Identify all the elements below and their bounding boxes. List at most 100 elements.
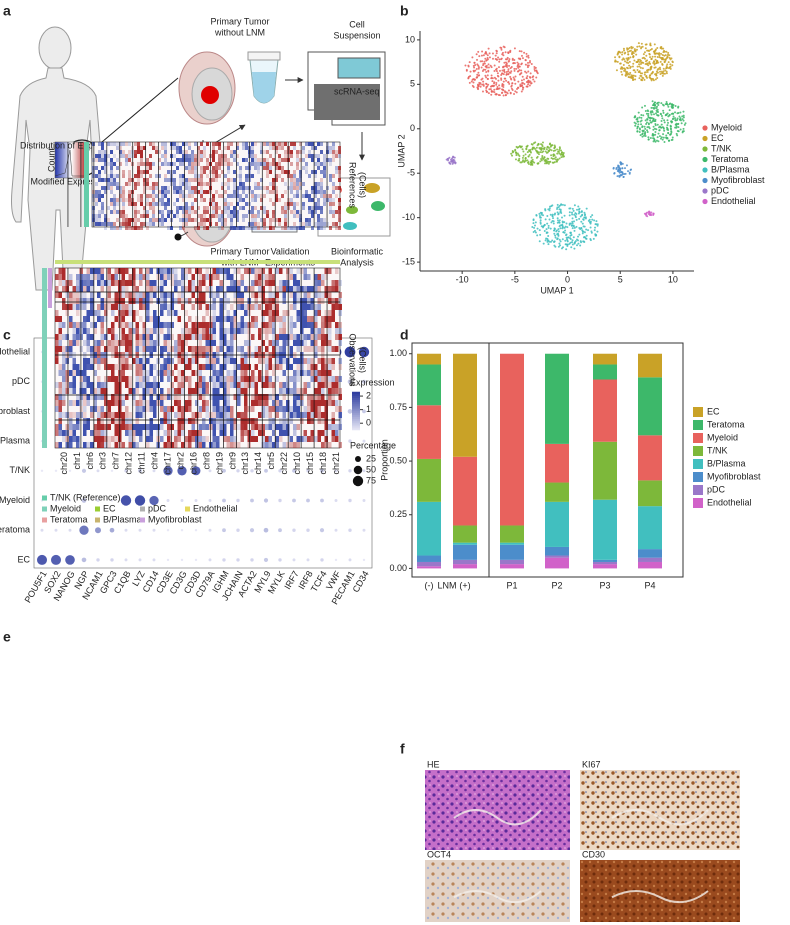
heatmap-cell xyxy=(218,162,221,166)
heatmap-cell xyxy=(128,170,131,174)
heatmap-cell xyxy=(164,190,167,194)
heatmap-cell xyxy=(290,150,293,154)
heatmap-cell xyxy=(182,158,185,162)
heatmap-cell xyxy=(205,274,209,280)
heatmap-cell xyxy=(83,418,87,424)
umap-point xyxy=(656,114,659,117)
heatmap-cell xyxy=(251,226,254,230)
heatmap-cell xyxy=(300,364,304,370)
heatmap-cell xyxy=(92,214,95,218)
heatmap-cell xyxy=(119,186,122,190)
heatmap-cell xyxy=(72,298,76,304)
heatmap-cell xyxy=(76,334,80,340)
heatmap-cell xyxy=(272,178,275,182)
heatmap-cell xyxy=(125,364,129,370)
dot xyxy=(362,558,366,562)
heatmap-cell xyxy=(269,166,272,170)
heatmap-cell xyxy=(167,406,171,412)
legend-swatch xyxy=(42,495,47,501)
heatmap-cell xyxy=(146,292,150,298)
umap-point xyxy=(654,118,657,121)
umap-point xyxy=(593,219,596,222)
umap-point xyxy=(496,72,499,75)
heatmap-cell xyxy=(149,162,152,166)
heatmap-cell xyxy=(261,424,265,430)
heatmap-cell xyxy=(332,146,335,150)
umap-point xyxy=(546,151,549,154)
heatmap-cell xyxy=(93,358,97,364)
heatmap-cell xyxy=(240,322,244,328)
heatmap-cell xyxy=(212,310,216,316)
heatmap-cell xyxy=(142,358,146,364)
heatmap-cell xyxy=(328,388,332,394)
heatmap-cell xyxy=(206,162,209,166)
umap-point xyxy=(507,73,510,76)
umap-point xyxy=(666,63,669,66)
heatmap-cell xyxy=(328,334,332,340)
heatmap-cell xyxy=(100,274,104,280)
heatmap-cell xyxy=(100,424,104,430)
chr-label: chr20 xyxy=(59,452,69,475)
heatmap-cell xyxy=(191,370,195,376)
heatmap-cell xyxy=(125,214,128,218)
heatmap-cell xyxy=(331,400,335,406)
heatmap-cell xyxy=(143,186,146,190)
heatmap-cell xyxy=(263,150,266,154)
umap-point xyxy=(488,56,491,59)
umap-point xyxy=(667,105,670,108)
heatmap-cell xyxy=(100,382,104,388)
heatmap-cell xyxy=(323,194,326,198)
heatmap-cell xyxy=(320,170,323,174)
heatmap-cell xyxy=(338,146,341,150)
heatmap-cell xyxy=(83,292,87,298)
heatmap-cell xyxy=(224,182,227,186)
heatmap-cell xyxy=(317,190,320,194)
heatmap-cell xyxy=(279,322,283,328)
heatmap-cell xyxy=(125,226,128,230)
heatmap-cell xyxy=(128,382,132,388)
heatmap-cell xyxy=(86,286,90,292)
heatmap-cell xyxy=(317,166,320,170)
heatmap-cell xyxy=(338,364,342,370)
heatmap-cell xyxy=(227,210,230,214)
dot xyxy=(96,469,100,473)
legend-swatch xyxy=(185,506,190,512)
heatmap-cell xyxy=(317,274,321,280)
umap-point xyxy=(553,154,556,157)
umap-point xyxy=(481,50,484,53)
heatmap-cell xyxy=(182,194,185,198)
heatmap-cell xyxy=(167,162,170,166)
heatmap-cell xyxy=(272,162,275,166)
heatmap-cell xyxy=(113,174,116,178)
heatmap-cell xyxy=(323,198,326,202)
umap-point xyxy=(553,227,556,230)
heatmap-cell xyxy=(324,442,328,448)
heatmap-cell xyxy=(230,328,234,334)
umap-point xyxy=(517,62,520,65)
size-key-label: 75 xyxy=(366,475,376,485)
umap-point xyxy=(640,116,643,119)
heatmap-cell xyxy=(174,346,178,352)
heatmap-cell xyxy=(310,370,314,376)
heatmap-cell xyxy=(331,394,335,400)
heatmap-cell xyxy=(161,154,164,158)
umap-point xyxy=(651,100,654,103)
umap-point xyxy=(517,66,520,69)
heatmap-cell xyxy=(200,222,203,226)
heatmap-cell xyxy=(182,190,185,194)
umap-point xyxy=(541,154,544,157)
umap-point xyxy=(644,60,647,63)
umap-point xyxy=(644,213,647,216)
heatmap-cell xyxy=(237,364,241,370)
heatmap-cell xyxy=(101,194,104,198)
legend-label: T/NK xyxy=(711,143,732,153)
umap-point xyxy=(682,114,685,117)
heatmap-cell xyxy=(324,310,328,316)
legend-swatch xyxy=(693,420,703,430)
umap-point xyxy=(638,131,641,134)
micrograph xyxy=(580,770,740,850)
heatmap-cell xyxy=(261,310,265,316)
heatmap-cell xyxy=(258,346,262,352)
umap-point xyxy=(667,53,670,56)
heatmap-cell xyxy=(72,370,76,376)
